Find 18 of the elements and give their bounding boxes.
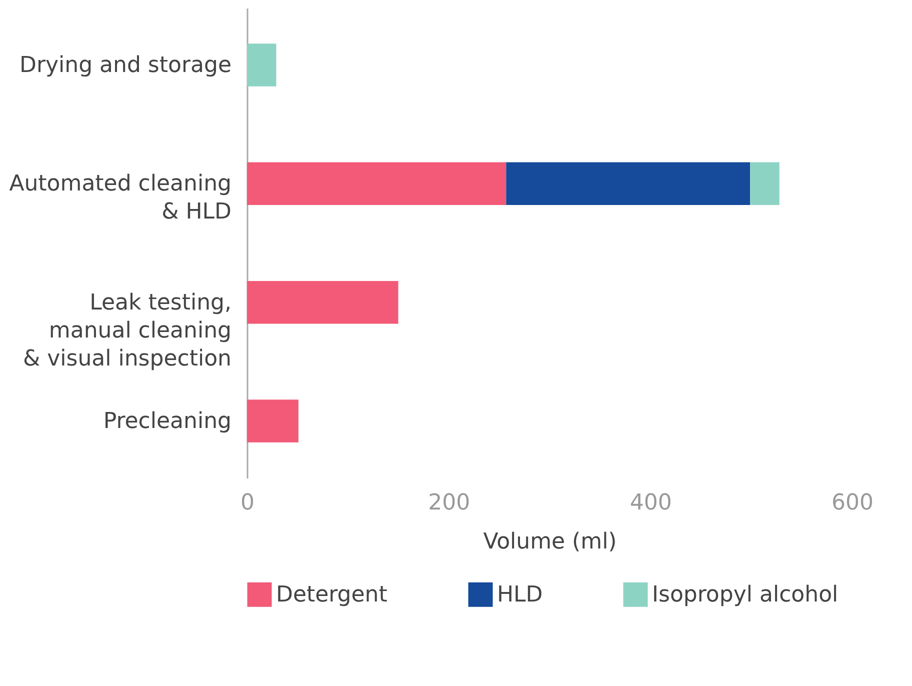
x-tick-label: 400 xyxy=(630,490,672,516)
y-tick-label: Drying and storage xyxy=(20,52,232,78)
y-tick-label: Precleaning xyxy=(103,409,232,434)
y-tick-label: Leak testing, manual cleaning & visual inspection xyxy=(22,290,232,372)
bar xyxy=(247,400,298,442)
x-tick-label: 0 xyxy=(240,490,254,516)
x-tick-label: 600 xyxy=(832,490,874,516)
x-axis-title: Volume (ml) xyxy=(483,530,617,554)
legend-label: Detergent xyxy=(276,582,388,608)
y-tick-label: Automated cleaning & HLD xyxy=(9,172,232,225)
bar xyxy=(247,44,276,86)
bar xyxy=(750,162,780,206)
bar xyxy=(506,162,750,206)
legend-label: Isopropyl alcohol xyxy=(652,582,838,608)
x-tick-label: 200 xyxy=(428,490,470,516)
legend-label: HLD xyxy=(497,582,543,608)
bar xyxy=(247,162,506,206)
bar xyxy=(247,280,398,324)
